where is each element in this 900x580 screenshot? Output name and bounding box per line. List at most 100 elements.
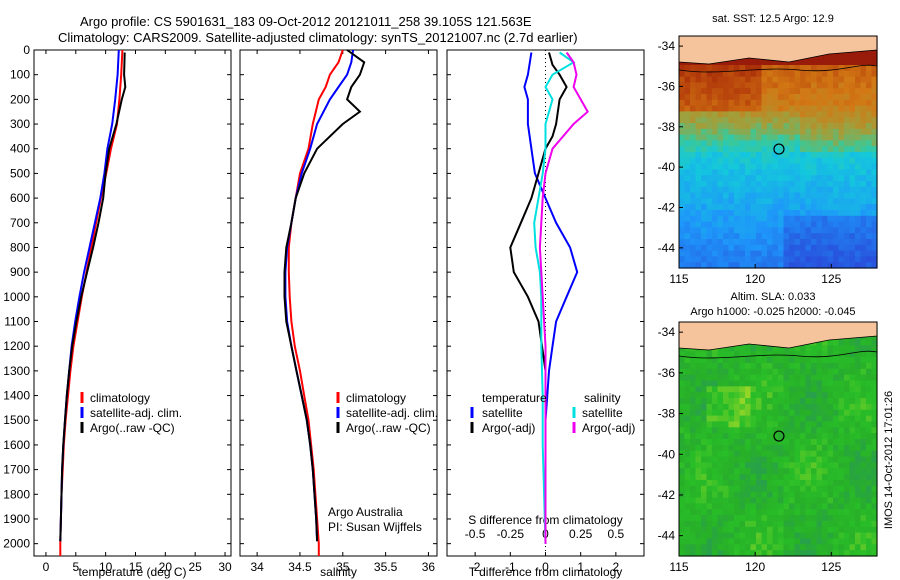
map-cell (706, 403, 713, 411)
map-cell (871, 362, 878, 370)
map-cell (778, 497, 785, 504)
map-cell (701, 198, 708, 205)
map-cell (767, 152, 774, 159)
map-cell (734, 351, 741, 358)
map-cell (783, 181, 790, 188)
map-cell (695, 403, 702, 411)
map-cell (783, 345, 790, 352)
map-cell (684, 398, 691, 405)
map-cell (712, 82, 719, 89)
map-cell (822, 479, 829, 487)
map-cell (838, 227, 845, 234)
map-cell (767, 175, 774, 182)
map-cell (690, 368, 697, 376)
map-cell (695, 128, 702, 136)
map-cell (800, 198, 807, 205)
map-cell (783, 152, 790, 159)
map-cell (849, 256, 856, 263)
map-cell (783, 186, 790, 194)
map-cell (833, 94, 840, 101)
map-cell (833, 198, 840, 205)
map-cell (838, 538, 845, 545)
map-cell (789, 427, 796, 434)
map-cell (833, 227, 840, 234)
map-cell (833, 485, 840, 493)
map-cell (811, 262, 818, 269)
map-cell (789, 146, 796, 153)
map-cell (871, 532, 878, 540)
map-ytick-label: -36 (658, 79, 676, 93)
map-cell (734, 409, 741, 417)
map-cell (679, 82, 686, 89)
map-cell (833, 392, 840, 399)
map-cell (871, 198, 878, 205)
map-cell (723, 485, 730, 493)
map-cell (794, 94, 801, 101)
map-cell (860, 53, 867, 60)
map-cell (706, 198, 713, 205)
map-cell (745, 345, 752, 352)
map-cell (849, 520, 856, 528)
map-cell (778, 380, 785, 387)
map-cell (838, 210, 845, 217)
map-cell (767, 215, 774, 223)
map-cell (866, 99, 873, 107)
map-cell (855, 444, 862, 452)
map-cell (778, 421, 785, 428)
salinity-xtick-label: 35 (336, 560, 350, 574)
map-cell (860, 163, 867, 170)
map-cell (745, 65, 752, 72)
map-cell (860, 503, 867, 510)
map-cell (701, 409, 708, 417)
map-cell (772, 99, 779, 107)
map-cell (695, 88, 702, 95)
map-cell (778, 88, 785, 95)
map-cell (783, 497, 790, 504)
map-cell (761, 192, 768, 199)
map-cell (866, 204, 873, 211)
legend-label: Argo(-adj) (582, 421, 635, 435)
map-cell (794, 497, 801, 504)
map-cell (778, 386, 785, 393)
map-cell (772, 105, 779, 112)
map-cell (745, 210, 752, 217)
map-cell (855, 503, 862, 510)
map-cell (822, 456, 829, 463)
map-cell (739, 123, 746, 130)
map-cell (701, 550, 708, 557)
map-cell (855, 99, 862, 107)
map-cell (761, 503, 768, 510)
map-cell (844, 403, 851, 411)
map-cell (816, 169, 823, 176)
map-cell (701, 215, 708, 223)
map-cell (805, 123, 812, 130)
legend-label: Argo(-adj) (482, 421, 535, 435)
map-cell (750, 368, 757, 376)
map-cell (739, 491, 746, 499)
map-cell (849, 450, 856, 458)
map-cell (723, 520, 730, 528)
map-cell (712, 134, 719, 141)
map-cell (794, 357, 801, 364)
map-cell (822, 450, 829, 458)
map-cell (789, 526, 796, 534)
map-cell (822, 152, 829, 159)
map-cell (745, 128, 752, 136)
map-cell (679, 250, 686, 257)
map-cell (750, 250, 757, 257)
map-cell (838, 544, 845, 551)
map-cell (800, 59, 807, 66)
map-cell (745, 59, 752, 66)
map-cell (750, 357, 757, 364)
map-cell (827, 117, 834, 124)
map-cell (794, 123, 801, 130)
map-cell (761, 134, 768, 141)
map-cell (717, 192, 724, 199)
map-cell (723, 392, 730, 399)
map-cell (811, 409, 818, 417)
map-cell (767, 351, 774, 358)
map-cell (701, 444, 708, 452)
map-cell (745, 152, 752, 159)
map-cell (767, 450, 774, 458)
map-cell (789, 250, 796, 257)
